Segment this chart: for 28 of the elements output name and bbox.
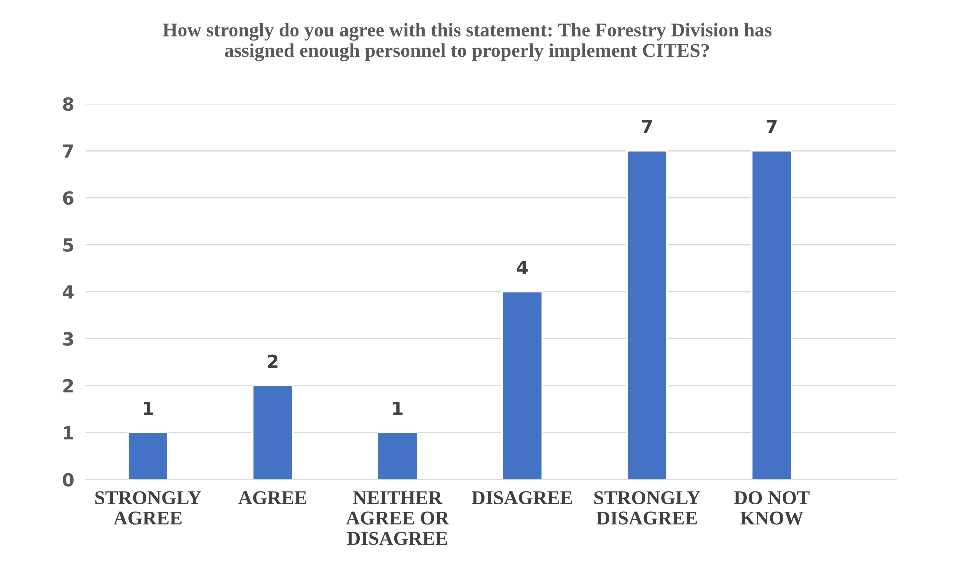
y-tick-label: 0 [63, 473, 74, 487]
y-tick-label: 8 [63, 98, 74, 112]
y-tick-label: 3 [63, 332, 74, 346]
data-label: 1 [394, 402, 403, 416]
data-label: 2 [268, 354, 278, 368]
bar [252, 385, 294, 480]
x-tick-label: AGREE [238, 491, 307, 505]
bar [128, 432, 169, 480]
x-tick-label: DISAGREE [472, 491, 572, 505]
data-label: 7 [642, 120, 652, 134]
x-tick-label: STRONGLY AGREE [96, 491, 202, 525]
y-tick-label: 2 [64, 379, 74, 393]
x-tick-label: STRONGLY DISAGREE [594, 491, 701, 525]
data-label: 1 [144, 402, 154, 416]
bar [377, 432, 418, 480]
y-tick-label: 7 [63, 144, 74, 158]
x-tick-label: DO NOT KNOW [734, 491, 810, 525]
data-label: 4 [517, 261, 528, 274]
data-label: 7 [766, 120, 777, 134]
y-tick-label: 4 [63, 286, 74, 299]
bar [502, 291, 544, 480]
y-tick-label: 6 [63, 191, 74, 206]
chart-title: How strongly do you agree with this statement: The Forestry Division has assigned enough personnel to properly implement CITES? [163, 23, 772, 62]
y-tick-label: 5 [64, 238, 74, 252]
y-tick-label: 1 [64, 426, 74, 440]
bar [626, 150, 668, 480]
x-tick-label: NEITHER AGREE OR DISAGREE [346, 492, 450, 546]
bar [751, 150, 793, 480]
